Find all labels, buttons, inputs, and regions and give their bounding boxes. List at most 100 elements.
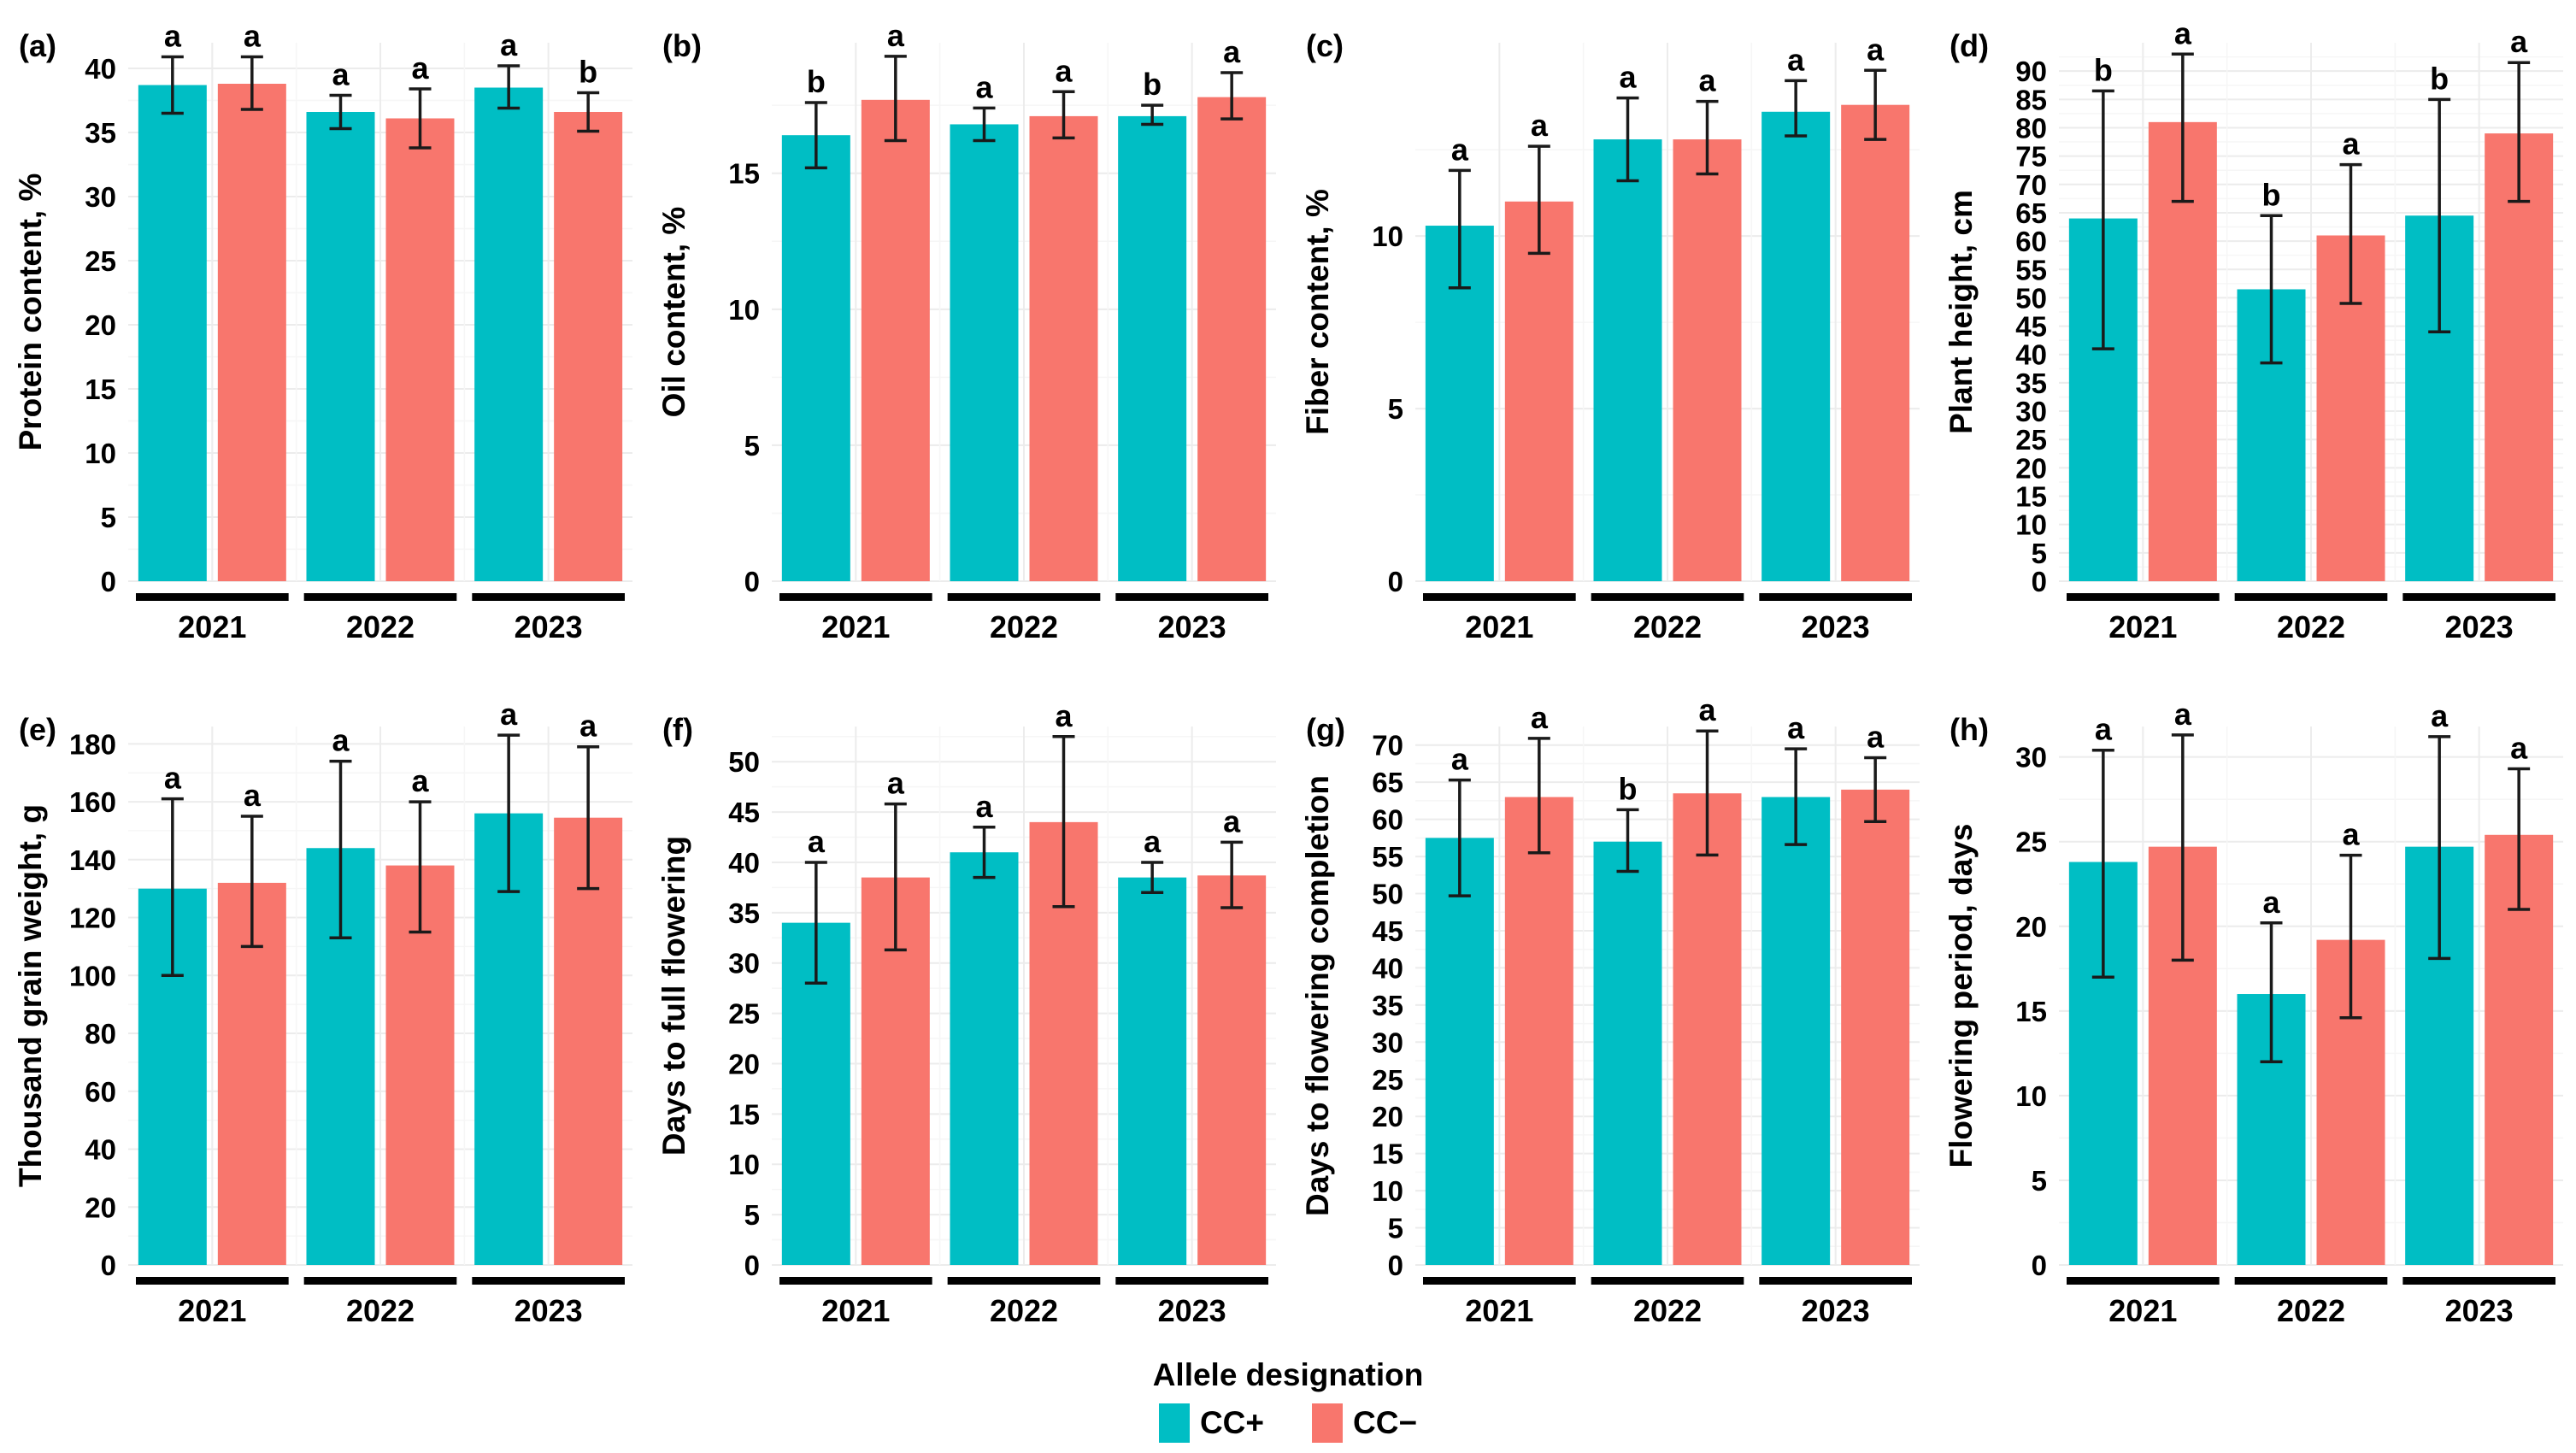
significance-letter: a bbox=[2174, 15, 2192, 50]
y-tick-label: 15 bbox=[1372, 1138, 1403, 1170]
significance-letter: a bbox=[975, 69, 993, 104]
legend-label-cc-minus: CC− bbox=[1353, 1405, 1418, 1440]
significance-letter: a bbox=[500, 697, 518, 732]
legend-swatch-cc-minus-icon bbox=[1312, 1403, 1343, 1443]
x-tick-label-year: 2021 bbox=[821, 1293, 890, 1328]
significance-letter: a bbox=[2095, 712, 2113, 747]
x-axis-group-line bbox=[472, 593, 625, 601]
y-tick-label: 0 bbox=[744, 566, 760, 597]
bar-CC−-2021 bbox=[1504, 201, 1573, 581]
significance-letter: a bbox=[1619, 60, 1637, 95]
x-axis-group-line bbox=[472, 1277, 625, 1285]
bar-CC+-2021 bbox=[138, 85, 207, 581]
significance-letter: a bbox=[2342, 126, 2360, 162]
panel-b: (b) Oil content, % 0 5 10 15 b a b a a a 2021 2022 202… bbox=[644, 0, 1287, 684]
chart-panel-g: (g)Days to flowering completion051015202… bbox=[1287, 684, 1931, 1368]
bar-CC−-2021 bbox=[861, 99, 930, 582]
chart-panel-f: (f) Days to full flowering 0 5 10 15 20 25 30 35 4… bbox=[644, 684, 1287, 1368]
x-axis-group-line bbox=[2067, 1277, 2220, 1285]
bar-CC−-2023 bbox=[554, 112, 623, 581]
x-axis-group-line bbox=[1759, 593, 1912, 601]
panel-g: (g) Days to flowering completion 0 5 10 15 20 2… bbox=[1287, 684, 1931, 1368]
y-tick-label: 10 bbox=[728, 1149, 760, 1180]
x-tick-label-year: 2021 bbox=[1465, 609, 1533, 644]
y-tick-label: 20 bbox=[1372, 1101, 1403, 1132]
panel-a: (a) Protein content, % 0 5 10 15 20 25 30 35 40 a a a… bbox=[0, 0, 644, 684]
y-tick-label: 85 bbox=[2015, 84, 2047, 115]
bar-CC+-2022 bbox=[1593, 139, 1662, 582]
bar-CC+-2022 bbox=[950, 852, 1019, 1265]
x-tick-label-year: 2021 bbox=[821, 609, 890, 644]
x-tick-label-year: 2021 bbox=[1465, 1293, 1533, 1328]
bar-CC−-2021 bbox=[217, 84, 286, 581]
legend: Allele designation CC+ CC− bbox=[0, 1357, 2576, 1453]
significance-letter: b bbox=[2094, 52, 2113, 87]
bar-CC−-2022 bbox=[1673, 139, 1742, 582]
chart-panel-a: (a) Protein content, % 0 5 10 15 20 25 30 35 40 a a a… bbox=[0, 0, 644, 684]
y-tick-label: 20 bbox=[2015, 452, 2047, 484]
y-tick-label: 65 bbox=[2015, 197, 2047, 229]
x-tick-label-year: 2022 bbox=[2277, 1293, 2345, 1328]
x-axis-group-line bbox=[136, 1277, 289, 1285]
significance-letter: a bbox=[1867, 32, 1885, 67]
y-tick-label: 5 bbox=[744, 1199, 760, 1231]
y-tick-label: 90 bbox=[2015, 56, 2047, 87]
significance-letter: a bbox=[2510, 731, 2528, 766]
y-axis-title: Days to flowering completion bbox=[1300, 775, 1335, 1216]
y-tick-label: 120 bbox=[69, 903, 116, 934]
x-tick-label-year: 2023 bbox=[2445, 609, 2514, 644]
y-axis-title: Thousand grain weight, g bbox=[13, 804, 48, 1187]
y-tick-label: 65 bbox=[1372, 767, 1403, 798]
significance-letter: a bbox=[1698, 692, 1716, 727]
significance-letter: a bbox=[1451, 742, 1469, 777]
panel-label: (f) bbox=[662, 712, 693, 747]
y-tick-label: 10 bbox=[2015, 509, 2047, 541]
significance-letter: a bbox=[1531, 700, 1549, 735]
x-tick-label-year: 2023 bbox=[1802, 1293, 1870, 1328]
x-tick-label-year: 2022 bbox=[990, 609, 1058, 644]
y-tick-label: 0 bbox=[744, 1250, 760, 1281]
x-axis-group-line bbox=[2067, 593, 2220, 601]
x-tick-label-year: 2021 bbox=[178, 1293, 246, 1328]
y-tick-label: 5 bbox=[1388, 393, 1403, 425]
y-tick-label: 25 bbox=[2015, 827, 2047, 858]
x-tick-label-year: 2022 bbox=[1633, 1293, 1702, 1328]
bar-CC+-2023 bbox=[1761, 797, 1831, 1265]
y-tick-label: 30 bbox=[2015, 742, 2047, 774]
y-tick-label: 20 bbox=[2015, 911, 2047, 943]
significance-letter: a bbox=[579, 709, 597, 744]
y-tick-label: 180 bbox=[69, 728, 116, 760]
y-tick-label: 5 bbox=[744, 430, 760, 462]
significance-letter: a bbox=[411, 50, 429, 85]
y-tick-label: 50 bbox=[1372, 879, 1403, 910]
y-tick-label: 100 bbox=[69, 960, 116, 991]
significance-letter: a bbox=[2174, 697, 2192, 732]
significance-letter: a bbox=[808, 824, 826, 859]
bar-CC+-2022 bbox=[950, 124, 1019, 582]
y-tick-label: 35 bbox=[728, 897, 760, 929]
x-axis-group-line bbox=[136, 593, 289, 601]
y-tick-label: 80 bbox=[2015, 112, 2047, 144]
x-axis-group-line bbox=[303, 593, 457, 601]
chart-panel-e: (e) Thousand grain weight, g 0 20 40 60 80 100 1… bbox=[0, 684, 644, 1368]
y-tick-label: 25 bbox=[2015, 424, 2047, 456]
y-tick-label: 10 bbox=[1372, 1175, 1403, 1207]
bar-CC−-2023 bbox=[554, 817, 623, 1265]
y-tick-label: 15 bbox=[2015, 996, 2047, 1027]
x-axis-group-line bbox=[2403, 593, 2555, 601]
significance-letter: b bbox=[2262, 177, 2281, 212]
y-tick-label: 55 bbox=[1372, 841, 1403, 873]
panel-e: (e) Thousand grain weight, g 0 20 40 60 80 100 1… bbox=[0, 684, 644, 1368]
significance-letter: a bbox=[887, 766, 905, 801]
bar-CC−-2023 bbox=[1841, 789, 1910, 1265]
y-tick-label: 30 bbox=[85, 181, 116, 213]
y-tick-label: 10 bbox=[85, 438, 116, 469]
significance-letter: a bbox=[1698, 63, 1716, 98]
y-axis-title: Plant height, cm bbox=[1944, 190, 1979, 434]
significance-letter: a bbox=[164, 19, 182, 54]
y-tick-label: 60 bbox=[1372, 804, 1403, 836]
y-tick-label: 20 bbox=[728, 1048, 760, 1079]
x-tick-label-year: 2023 bbox=[1158, 1293, 1226, 1328]
y-tick-label: 0 bbox=[1388, 566, 1403, 597]
significance-letter: a bbox=[2262, 885, 2280, 920]
